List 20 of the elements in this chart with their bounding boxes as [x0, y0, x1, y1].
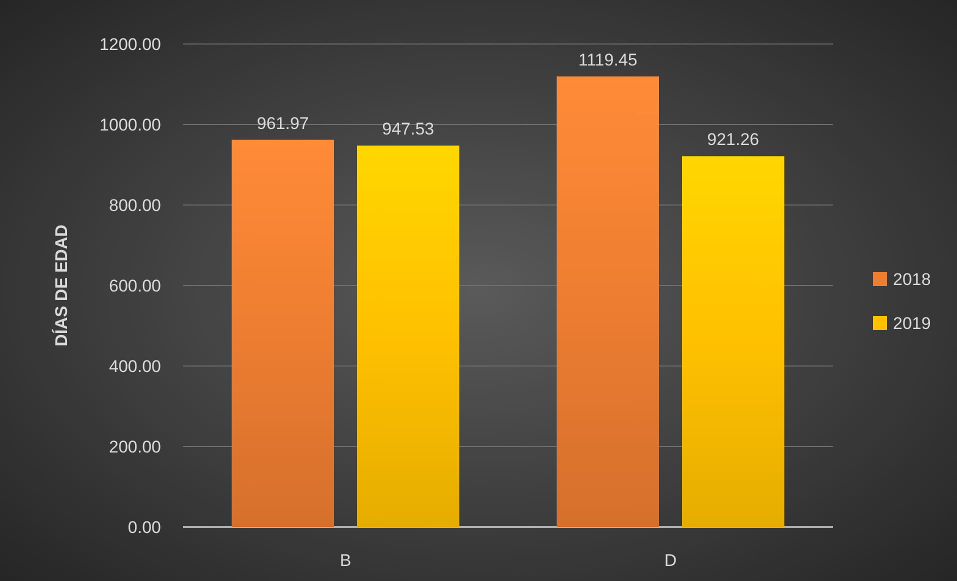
bar [232, 140, 334, 527]
y-tick-label: 200.00 [109, 438, 161, 456]
legend-label: 2019 [893, 314, 931, 333]
bar [556, 76, 659, 527]
y-axis-title: DÍAS DE EDAD [51, 224, 71, 346]
y-tick-label: 1000.00 [100, 116, 161, 134]
bar [357, 146, 460, 527]
legend-label: 2018 [893, 270, 931, 289]
x-tick-label: D [664, 551, 677, 570]
data-label: 947.53 [382, 120, 434, 139]
y-tick-label: 1200.00 [100, 35, 161, 54]
bar [682, 156, 784, 527]
y-tick-label: 400.00 [109, 357, 161, 376]
x-tick-label: B [340, 551, 352, 570]
y-tick-label: 600.00 [109, 276, 161, 296]
data-label: 1119.45 [578, 50, 638, 70]
data-label: 921.26 [707, 130, 760, 150]
y-tick-label: 800.00 [109, 196, 161, 215]
data-label: 961.97 [256, 114, 309, 133]
y-tick-label: 0.00 [128, 518, 161, 537]
